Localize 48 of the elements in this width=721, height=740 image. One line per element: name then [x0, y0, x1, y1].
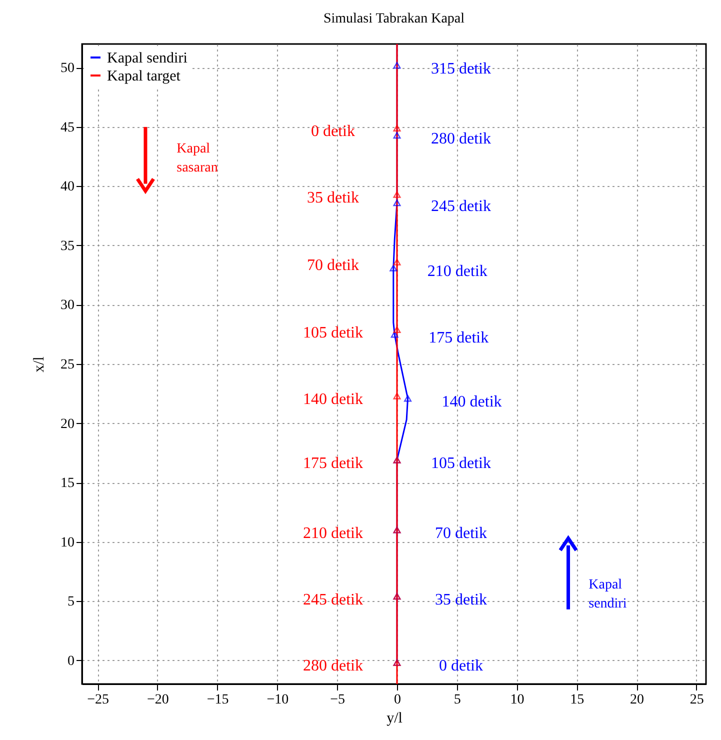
annotation: 70 detik [306, 257, 359, 274]
annotation: 315 detik [430, 60, 491, 78]
y-tick-label: 0 [68, 654, 74, 669]
annotation: 70 detik [434, 524, 487, 542]
annotation: 105 detik [302, 324, 363, 342]
y-tick-label: 15 [60, 476, 74, 492]
x-tick-label: −10 [266, 692, 289, 708]
legend-label: Kapal sendiri [107, 50, 188, 66]
x-tick-label: 20 [630, 692, 644, 708]
x-tick-label: 15 [570, 692, 584, 708]
y-tick-label: 40 [60, 180, 74, 195]
annotation: 210 detik [427, 263, 488, 280]
annotation: 140 detik [442, 393, 502, 410]
x-tick-label: −25 [87, 692, 110, 708]
x-tick-label: −5 [330, 692, 346, 708]
x-tick-label: 5 [454, 692, 461, 708]
y-tick-label: 20 [60, 416, 74, 432]
annotation: Kapal sasaran [176, 141, 218, 176]
annotation: 245 detik [302, 591, 363, 608]
annotation: Kapal sendiri [588, 577, 627, 612]
annotation: 140 detik [302, 391, 363, 408]
y-tick-label: 30 [60, 298, 74, 314]
annotation: 35 detik [434, 591, 487, 608]
annotation: 175 detik [428, 329, 489, 346]
annotation: 210 detik [302, 524, 363, 542]
y-tick-label: 50 [60, 61, 74, 76]
x-tick-label: −20 [147, 692, 169, 708]
y-axis-title: x/l [32, 356, 48, 372]
annotation: 280 detik [302, 658, 363, 675]
annotation: 280 detik [430, 130, 491, 148]
x-tick-label: 10 [510, 692, 524, 708]
y-tick-label: 35 [60, 238, 74, 254]
annotation: 175 detik [302, 455, 363, 472]
x-tick-label: 25 [690, 692, 704, 708]
x-tick-label: −15 [206, 692, 229, 708]
annotation: 105 detik [430, 455, 491, 472]
y-tick-label: 25 [60, 358, 74, 372]
annotation: 35 detik [306, 190, 359, 207]
y-tick-label: 5 [68, 594, 74, 610]
chart-title: Simulasi Tabrakan Kapal [323, 11, 465, 26]
x-tick-label: 0 [394, 692, 401, 708]
y-tick-label: 45 [60, 120, 74, 136]
legend-label: Kapal target [107, 68, 182, 84]
x-axis-title: y/l [386, 710, 402, 726]
annotation: 0 detik [438, 658, 483, 675]
annotation: 0 detik [310, 123, 355, 140]
annotation: 245 detik [430, 198, 491, 215]
y-tick-label: 10 [60, 535, 74, 550]
